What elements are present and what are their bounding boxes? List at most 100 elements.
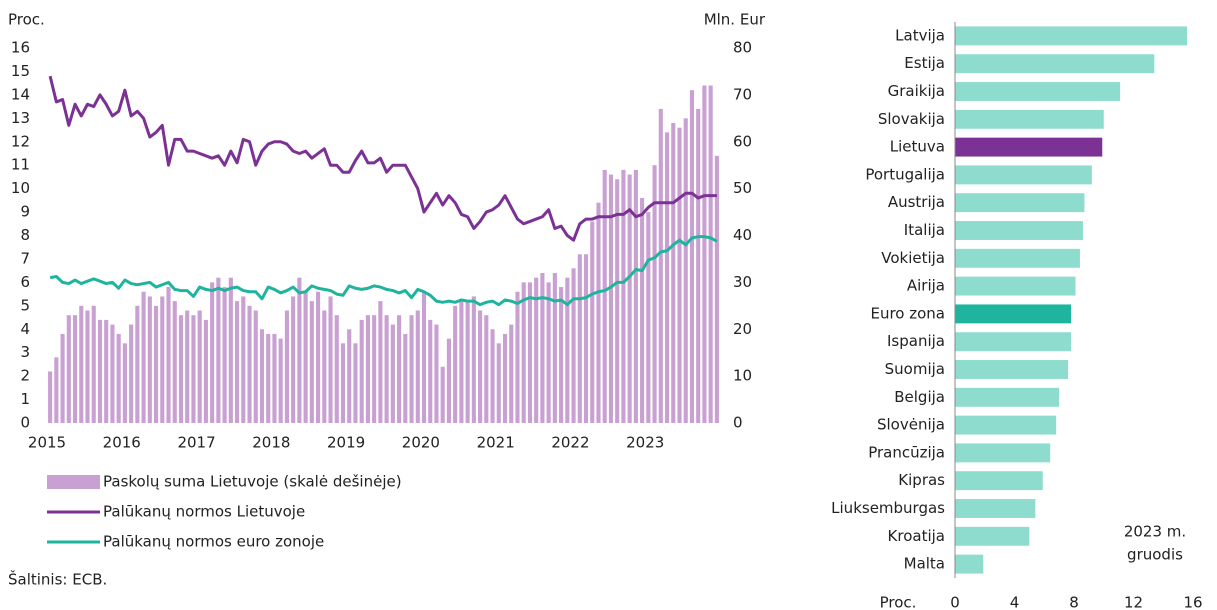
- y-tick-label: 12: [11, 132, 30, 150]
- bar: [559, 287, 564, 423]
- bar: [955, 332, 1072, 352]
- bar: [608, 174, 614, 423]
- bar: [696, 108, 701, 423]
- bar: [372, 315, 377, 423]
- y-tick-label: 3: [20, 343, 30, 361]
- y-tick-label: 0: [20, 414, 30, 432]
- y2-tick-label: 10: [733, 367, 752, 385]
- bar: [241, 296, 246, 423]
- bar: [284, 310, 289, 423]
- bar: [955, 304, 1072, 324]
- bar: [347, 329, 352, 423]
- y-tick-label: 1: [20, 390, 30, 408]
- bar: [689, 90, 695, 423]
- bar: [397, 315, 402, 423]
- x-tick-label: 2018: [252, 434, 290, 452]
- bar: [955, 248, 1080, 268]
- bar: [955, 360, 1069, 379]
- bar: [459, 301, 464, 423]
- bar: [322, 310, 327, 423]
- bar: [658, 108, 663, 423]
- bar: [571, 268, 576, 423]
- bar: [633, 169, 638, 423]
- x-tick-label: 2017: [177, 434, 215, 452]
- annotation: gruodis: [1127, 546, 1183, 564]
- bar: [328, 296, 333, 423]
- bar: [583, 254, 589, 423]
- bar: [235, 301, 240, 423]
- bar: [955, 221, 1083, 240]
- y-tick-label: Ispanija: [887, 332, 945, 350]
- bar: [390, 324, 395, 423]
- y-tick-label: Portugalija: [865, 165, 945, 183]
- bar: [72, 315, 78, 423]
- bar: [110, 324, 115, 423]
- bar: [135, 305, 140, 423]
- bar: [421, 291, 427, 423]
- bar: [48, 371, 53, 423]
- legend-label: Paskolų suma Lietuvoje (skalė dešinėje): [103, 473, 402, 491]
- line: [49, 235, 718, 307]
- bar: [652, 165, 657, 423]
- bar: [97, 319, 103, 423]
- bar: [955, 554, 984, 574]
- bar: [191, 315, 196, 423]
- bar: [708, 85, 713, 423]
- y2-tick-label: 60: [733, 132, 752, 150]
- bar: [153, 305, 159, 423]
- y-tick-label: Austrija: [888, 193, 945, 211]
- bar: [266, 333, 271, 423]
- x-tick-label: 2019: [327, 434, 365, 452]
- bar: [228, 277, 233, 423]
- y2-tick-label: 50: [733, 179, 752, 197]
- y-tick-label: Latvija: [895, 26, 945, 44]
- bar: [222, 287, 227, 423]
- y2-tick-label: 70: [733, 85, 752, 103]
- bar: [955, 165, 1092, 185]
- bar: [490, 329, 495, 423]
- y-tick-label: Malta: [904, 555, 945, 573]
- bar: [203, 319, 208, 423]
- bar: [527, 282, 532, 423]
- bar: [122, 343, 127, 423]
- y2-axis-label: Mln. Eur: [704, 11, 766, 29]
- bar: [359, 319, 364, 423]
- y-tick-label: Slovėnija: [877, 416, 945, 434]
- bar: [677, 127, 682, 423]
- y-tick-label: Italija: [904, 221, 945, 239]
- bar: [955, 137, 1103, 157]
- bar: [353, 343, 358, 423]
- bar: [340, 343, 346, 423]
- bar: [453, 305, 458, 423]
- x-tick-label: 2015: [28, 434, 66, 452]
- bar: [440, 366, 445, 423]
- y-tick-label: 9: [20, 203, 30, 221]
- y-tick-label: Euro zona: [870, 304, 945, 322]
- bar: [172, 301, 177, 423]
- legend-label: Palūkanų normos euro zonoje: [103, 533, 324, 551]
- annotation: 2023 m.: [1124, 523, 1186, 541]
- bar: [955, 526, 1030, 546]
- y-tick-label: 8: [20, 226, 30, 244]
- bar: [278, 338, 283, 423]
- bar: [66, 315, 71, 423]
- bar: [955, 26, 1188, 46]
- y-tick-label: 7: [20, 249, 30, 267]
- bar: [565, 277, 570, 423]
- x-axis-label: Proc.: [880, 594, 917, 610]
- bar: [515, 291, 520, 423]
- bar: [955, 82, 1121, 101]
- bar: [197, 310, 202, 423]
- bar: [615, 179, 620, 423]
- bar: [79, 305, 84, 423]
- bar: [496, 343, 501, 423]
- bar: [415, 310, 420, 423]
- y2-tick-label: 80: [733, 39, 752, 57]
- y2-tick-label: 0: [733, 414, 743, 432]
- bar: [303, 291, 308, 423]
- y-axis-label: Proc.: [8, 11, 45, 29]
- y-tick-label: Vokietija: [881, 249, 945, 267]
- bar: [540, 273, 545, 423]
- bar: [602, 169, 607, 423]
